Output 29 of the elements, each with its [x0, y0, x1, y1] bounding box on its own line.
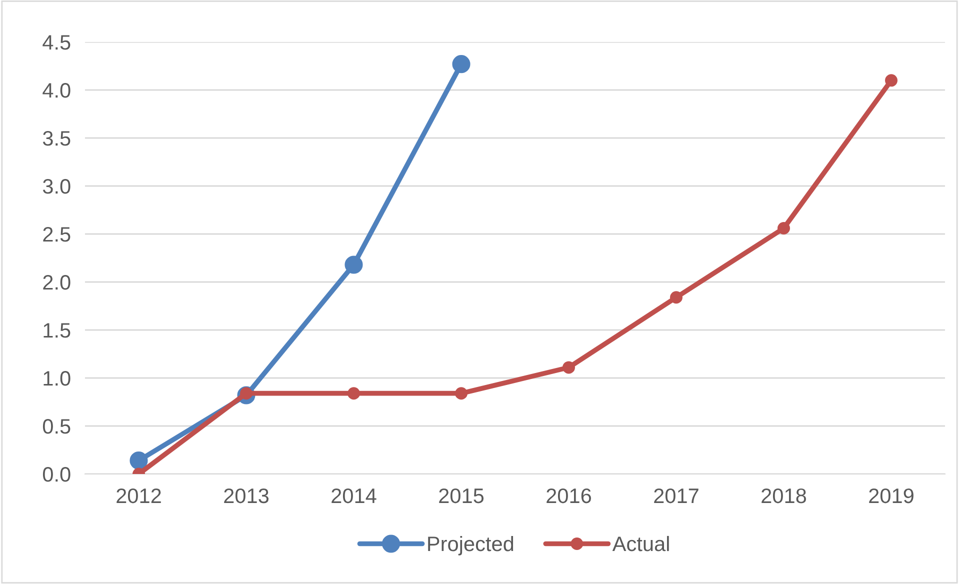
y-tick-label: 3.0	[42, 179, 70, 194]
y-tick-label: 3.5	[42, 131, 70, 146]
point	[455, 387, 468, 400]
y-tick-label: 4.0	[42, 83, 70, 98]
y-tick-label: 2.5	[43, 227, 70, 242]
point	[344, 256, 363, 274]
y-tick-label: 1.0	[44, 371, 70, 386]
y-tick-label: 0.0	[42, 467, 70, 482]
y-tick-label: 2.0	[43, 275, 70, 290]
x-tick-label: 2017	[654, 488, 698, 504]
y-tick-label: 4.5	[42, 35, 70, 50]
y-tick-label: 0.5	[42, 419, 70, 434]
point	[778, 222, 790, 234]
legend-label: Actual	[612, 536, 669, 552]
x-tick-label: 2015	[439, 488, 484, 504]
point	[885, 74, 898, 87]
x-tick-label: 2013	[224, 488, 269, 504]
y-tick-label: 1.5	[44, 323, 70, 338]
point	[348, 387, 360, 400]
x-tick-label: 2014	[332, 488, 376, 504]
legend-label: Projected	[428, 536, 514, 556]
x-tick-label: 2018	[762, 488, 806, 504]
x-tick-label: 2012	[116, 488, 161, 504]
point	[670, 291, 682, 304]
point	[452, 55, 470, 74]
x-tick-label: 2016	[546, 488, 592, 504]
point	[130, 452, 148, 470]
x-tick-label: 2019	[869, 488, 914, 504]
point	[562, 361, 575, 374]
